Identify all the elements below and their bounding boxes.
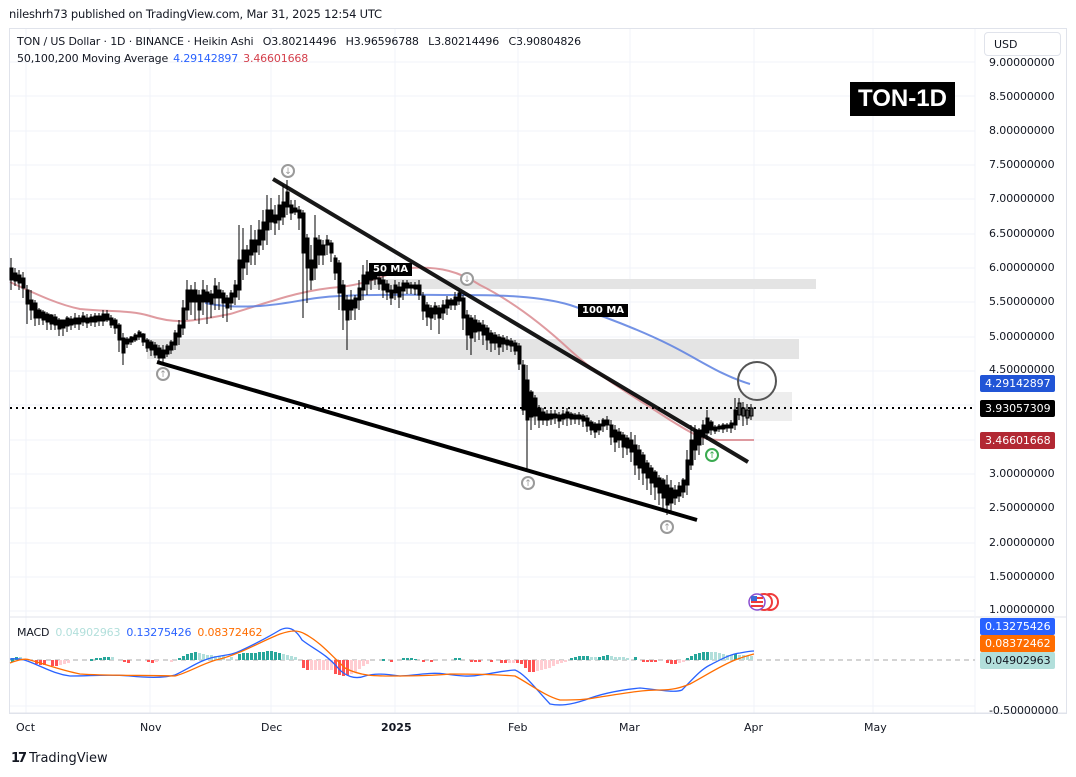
x-tick-2025: 2025: [381, 721, 412, 734]
grid-horizontal: [10, 61, 975, 707]
y-tick-6-5: 6.50000000: [989, 227, 1055, 240]
y-tick-6: 6.00000000: [989, 261, 1055, 274]
x-tick-oct: Oct: [16, 721, 36, 734]
y-tick-3: 3.00000000: [989, 467, 1055, 480]
tradingview-logo-icon: 17: [11, 751, 27, 766]
svg-text:↓: ↓: [463, 275, 471, 285]
x-tick-feb: Feb: [508, 721, 528, 734]
macd-value: 0.13275426: [126, 626, 192, 639]
macd-legend-label: MACD: [17, 626, 50, 639]
y-tick-7: 7.00000000: [989, 192, 1055, 205]
y-tick-2-5: 2.50000000: [989, 501, 1055, 514]
svg-text:↓: ↓: [284, 167, 292, 177]
ohlc-high: H3.96596788: [345, 35, 419, 48]
y-tick-5-5: 5.50000000: [989, 295, 1055, 308]
y-tick-8: 8.00000000: [989, 124, 1055, 137]
svg-text:↑: ↑: [663, 523, 671, 533]
ma100-tag: 100 MA: [578, 304, 629, 317]
ohlc-open: O3.80214496: [262, 35, 337, 48]
hist-price-label: 0.04902963: [980, 652, 1056, 669]
macd-legend[interactable]: MACD 0.04902963 0.13275426 0.08372462: [17, 626, 262, 639]
arrow-up-marker-icon: [521, 476, 535, 490]
zone-middle: [147, 339, 799, 359]
macd-price-label: 0.13275426: [980, 618, 1056, 635]
ma-value-2: 3.46601668: [243, 52, 309, 65]
y-tick-2: 2.00000000: [989, 536, 1055, 549]
ma-legend-label: 50,100,200 Moving Average: [17, 52, 169, 65]
zone-upper: [368, 279, 816, 289]
y-tick-9: 9.00000000: [989, 56, 1055, 69]
upper-trendline[interactable]: [271, 177, 750, 464]
x-tick-nov: Nov: [140, 721, 162, 734]
y-tick-4-5: 4.50000000: [989, 363, 1055, 376]
ma50-price-label: 3.46601668: [980, 432, 1056, 449]
tradingview-brand-text: TradingView: [29, 751, 108, 766]
arrow-markers: [156, 164, 719, 534]
svg-text:↑: ↑: [708, 451, 716, 461]
ma-value-1: 4.29142897: [173, 52, 239, 65]
currency-button[interactable]: USD: [984, 32, 1061, 56]
svg-text:↑: ↑: [524, 479, 532, 489]
resistance-zones: [147, 279, 816, 421]
highlight-circle: [737, 361, 777, 401]
grid-vertical: [25, 29, 874, 713]
macd-y-tick-neg-0-5: -0.50000000: [989, 704, 1059, 717]
y-tick-8-5: 8.50000000: [989, 90, 1055, 103]
y-tick-1: 1.00000000: [989, 603, 1055, 616]
tradingview-brand[interactable]: 17 TradingView: [11, 751, 108, 766]
ton-1d-badge: TON-1D: [850, 82, 955, 116]
y-tick-7-5: 7.50000000: [989, 158, 1055, 171]
last-price-label: 3.93057309: [980, 400, 1056, 417]
macd-hist-value: 0.04902963: [55, 626, 121, 639]
lower-trendline[interactable]: [156, 360, 698, 522]
y-tick-5: 5.00000000: [989, 330, 1055, 343]
signal-price-label: 0.08372462: [980, 635, 1056, 652]
x-tick-mar: Mar: [619, 721, 640, 734]
arrow-down-marker-icon: [460, 272, 474, 286]
ohlc-close: C3.90804826: [508, 35, 581, 48]
x-tick-dec: Dec: [261, 721, 283, 734]
arrow-up-marker-icon: [660, 520, 674, 534]
x-tick-apr: Apr: [744, 721, 764, 734]
arrow-down-marker-icon: [281, 164, 295, 178]
us-flag-event-icon[interactable]: [748, 593, 779, 611]
svg-text:↑: ↑: [159, 370, 167, 380]
ma100-price-label: 4.29142897: [980, 375, 1056, 392]
symbol-title: TON / US Dollar · 1D · BINANCE · Heikin …: [17, 35, 254, 48]
ohlc-low: L3.80214496: [428, 35, 500, 48]
x-tick-may: May: [864, 721, 887, 734]
published-line: nileshrh73 published on TradingView.com,…: [9, 7, 382, 21]
symbol-legend: TON / US Dollar · 1D · BINANCE · Heikin …: [17, 35, 581, 48]
arrow-up-green-marker-icon: [705, 448, 719, 462]
macd-histogram: [11, 651, 753, 676]
y-tick-1-5: 1.50000000: [989, 570, 1055, 583]
ma-legend[interactable]: 50,100,200 Moving Average 4.29142897 3.466…: [17, 52, 308, 65]
macd-line: [9, 627, 755, 706]
arrow-up-marker-icon: [156, 367, 170, 381]
ma50-tag: 50 MA: [369, 263, 413, 276]
macd-signal-value: 0.08372462: [197, 626, 263, 639]
signal-line: [9, 630, 755, 701]
